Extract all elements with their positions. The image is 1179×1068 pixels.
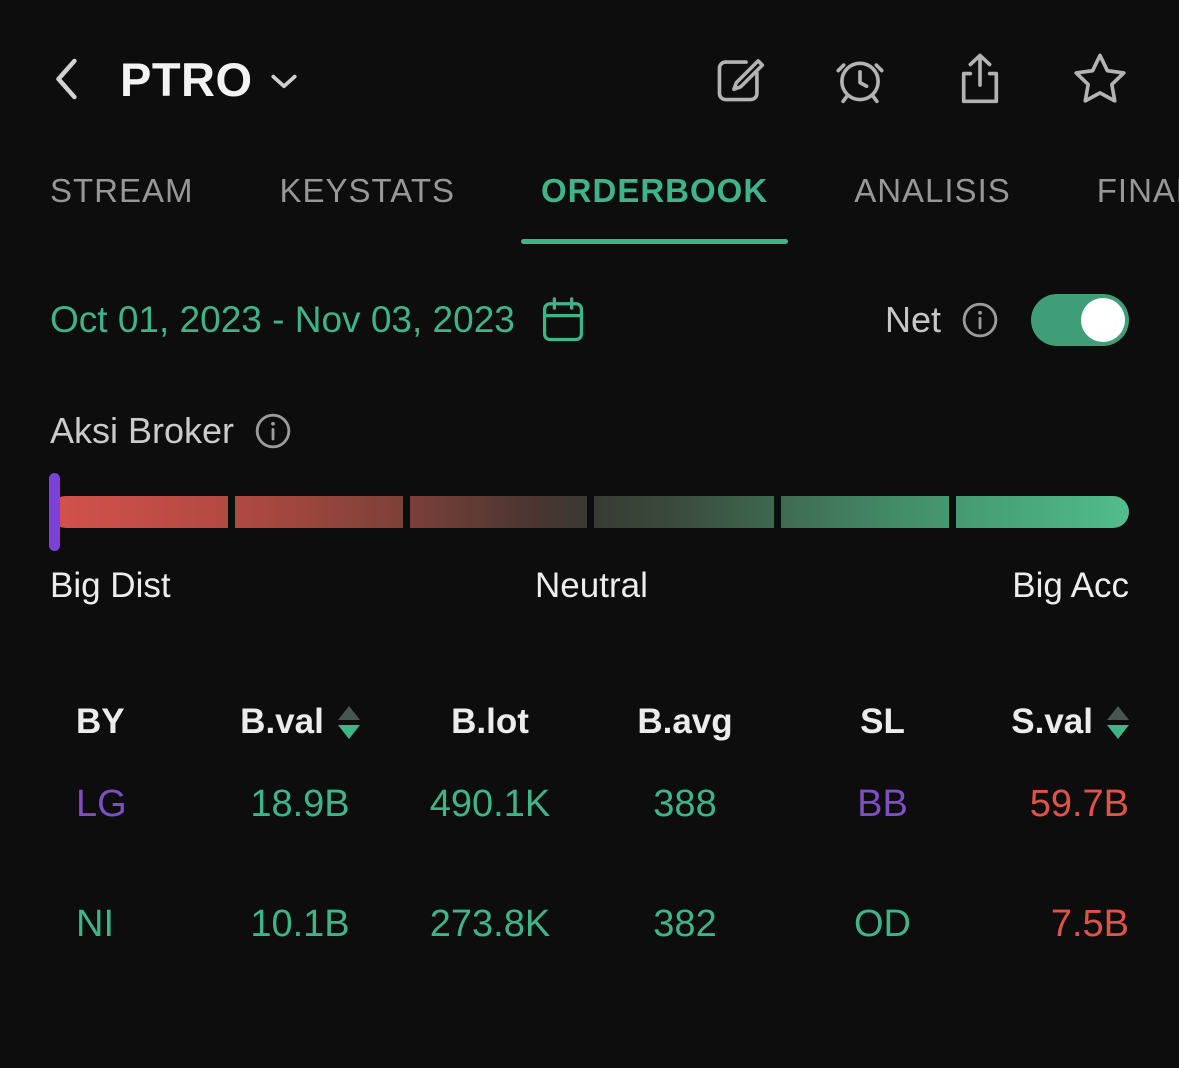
- broker-action-gauge: [49, 473, 1129, 551]
- net-toggle[interactable]: [1031, 294, 1129, 346]
- table-header-row: BY B.val B.lot B.avg SL S.val: [50, 700, 1129, 744]
- watchlist-button[interactable]: [1071, 50, 1129, 108]
- cell-buy-avg: 388: [653, 782, 717, 825]
- back-icon: [56, 58, 77, 100]
- date-range-picker[interactable]: Oct 01, 2023 - Nov 03, 2023: [50, 294, 589, 346]
- sort-icon[interactable]: [337, 705, 360, 739]
- share-icon: [961, 53, 999, 104]
- alarm-button[interactable]: [831, 50, 889, 108]
- tab-analisis[interactable]: ANALISIS: [854, 172, 1011, 209]
- cell-sell-value: 59.7B: [1029, 782, 1129, 825]
- compose-button[interactable]: [711, 50, 769, 108]
- net-label: Net: [884, 299, 941, 340]
- cell-buy-value: 18.9B: [250, 782, 350, 825]
- orderbook-page: PTRO: [49, 0, 1179, 984]
- gauge-labels: Big Dist Neutral Big Acc: [50, 566, 1129, 606]
- broker-action-title: Aksi Broker: [50, 410, 235, 451]
- gauge-label-neutral: Neutral: [535, 566, 648, 605]
- cell-buy-lot: 273.8K: [429, 902, 551, 945]
- header-actions: [711, 50, 1129, 108]
- column-header-sval[interactable]: S.val: [965, 702, 1129, 742]
- sort-icon[interactable]: [1107, 705, 1129, 739]
- cell-buyer-code[interactable]: NI: [76, 902, 114, 945]
- column-header-by: BY: [76, 702, 125, 741]
- net-toggle-knob: [1081, 298, 1125, 342]
- table-row[interactable]: LG 18.9B 490.1K 388 BB 59.7B: [50, 744, 1129, 864]
- column-header-bval[interactable]: B.val: [190, 702, 410, 742]
- share-button[interactable]: [951, 50, 1009, 108]
- gauge-label-big-dist: Big Dist: [50, 566, 171, 605]
- cell-buy-lot: 490.1K: [429, 782, 551, 825]
- gauge-label-big-acc: Big Acc: [1012, 566, 1129, 605]
- cell-seller-code[interactable]: BB: [857, 782, 908, 825]
- page-title: PTRO: [120, 52, 253, 106]
- chevron-down-icon: [270, 74, 297, 88]
- gauge-indicator: [49, 473, 60, 551]
- alarm-icon: [836, 61, 884, 104]
- net-info-icon[interactable]: [961, 301, 999, 339]
- net-toggle-group: Net: [885, 294, 1129, 346]
- broker-table: BY B.val B.lot B.avg SL S.val LG 18.9B 4…: [50, 700, 1129, 984]
- back-button[interactable]: [50, 51, 94, 107]
- tab-bar: STREAM KEYSTATS ORDERBOOK ANALISIS FINAN…: [50, 172, 1179, 244]
- ticker-dropdown[interactable]: [269, 72, 299, 97]
- header: PTRO: [50, 0, 1129, 110]
- cell-sell-value: 7.5B: [1050, 902, 1129, 945]
- filter-row: Oct 01, 2023 - Nov 03, 2023 Net: [50, 294, 1129, 346]
- tab-orderbook[interactable]: ORDERBOOK: [520, 172, 789, 244]
- column-header-blot: B.lot: [451, 702, 529, 741]
- table-row[interactable]: NI 10.1B 273.8K 382 OD 7.5B: [50, 864, 1129, 984]
- broker-action-info-icon[interactable]: [254, 412, 292, 450]
- compose-icon: [717, 59, 765, 102]
- tab-keystats[interactable]: KEYSTATS: [279, 172, 455, 209]
- star-icon: [1074, 53, 1126, 103]
- column-header-bavg: B.avg: [637, 702, 733, 741]
- cell-buy-value: 10.1B: [250, 902, 350, 945]
- cell-buy-avg: 382: [653, 902, 717, 945]
- cell-buyer-code[interactable]: LG: [76, 782, 127, 825]
- column-header-sl: SL: [860, 702, 905, 741]
- date-range-text: Oct 01, 2023 - Nov 03, 2023: [50, 299, 515, 340]
- tab-finansial[interactable]: FINANSIAL: [1096, 172, 1179, 209]
- tab-stream[interactable]: STREAM: [50, 172, 194, 209]
- cell-seller-code[interactable]: OD: [854, 902, 911, 945]
- broker-action-header: Aksi Broker: [50, 410, 1129, 452]
- calendar-icon: [542, 297, 583, 342]
